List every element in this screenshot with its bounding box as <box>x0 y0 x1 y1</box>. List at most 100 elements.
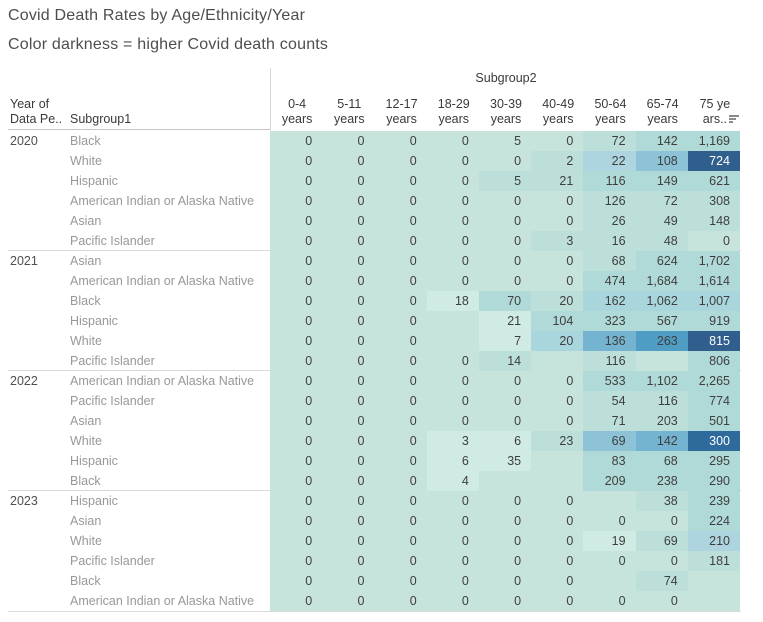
heatmap-cell[interactable]: 0 <box>270 131 323 151</box>
heatmap-cell[interactable]: 5 <box>478 131 532 151</box>
heatmap-cell[interactable]: 0 <box>478 571 532 591</box>
heatmap-cell[interactable]: 0 <box>270 291 323 311</box>
heatmap-cell[interactable]: 0 <box>374 291 427 311</box>
heatmap-cell[interactable]: 0 <box>478 511 532 531</box>
heatmap-cell[interactable]: 0 <box>270 231 323 251</box>
heatmap-cell[interactable]: 0 <box>478 411 532 431</box>
heatmap-cell[interactable]: 0 <box>426 511 479 531</box>
column-header-75-ye[interactable]: 75 ye ars.. <box>689 97 741 127</box>
heatmap-cell[interactable]: 0 <box>374 251 427 271</box>
row-subgroup-label[interactable]: White <box>70 534 102 548</box>
heatmap-cell[interactable]: 0 <box>270 271 323 291</box>
heatmap-cell[interactable]: 238 <box>635 471 688 491</box>
heatmap-cell[interactable]: 22 <box>583 151 636 171</box>
heatmap-cell[interactable]: 104 <box>531 311 584 331</box>
heatmap-cell[interactable]: 0 <box>322 471 375 491</box>
heatmap-cell[interactable]: 6 <box>426 451 479 471</box>
heatmap-cell[interactable]: 0 <box>426 551 479 571</box>
heatmap-cell[interactable]: 0 <box>531 371 584 391</box>
heatmap-cell[interactable]: 0 <box>322 151 375 171</box>
row-subgroup-label[interactable]: Black <box>70 134 101 148</box>
row-field-label[interactable]: Subgroup1 <box>70 112 132 126</box>
heatmap-cell[interactable]: 69 <box>583 431 636 451</box>
heatmap-cell[interactable]: 148 <box>687 211 740 231</box>
heatmap-cell[interactable]: 0 <box>322 531 375 551</box>
row-subgroup-label[interactable]: Asian <box>70 254 102 268</box>
heatmap-cell[interactable]: 0 <box>270 391 323 411</box>
heatmap-cell[interactable]: 0 <box>270 251 323 271</box>
heatmap-cell[interactable]: 4 <box>426 471 479 491</box>
heatmap-cell[interactable]: 68 <box>635 451 688 471</box>
heatmap-cell[interactable]: 0 <box>270 411 323 431</box>
heatmap-cell[interactable]: 0 <box>270 331 323 351</box>
heatmap-cell[interactable]: 0 <box>635 591 688 611</box>
heatmap-cell[interactable]: 0 <box>531 551 584 571</box>
heatmap-cell[interactable]: 0 <box>374 351 427 371</box>
row-subgroup-label[interactable]: Black <box>70 294 101 308</box>
heatmap-cell[interactable]: 0 <box>531 571 584 591</box>
heatmap-cell[interactable]: 83 <box>583 451 636 471</box>
column-header-50-64[interactable]: 50-64 years <box>584 97 636 127</box>
heatmap-cell[interactable]: 501 <box>687 411 740 431</box>
heatmap-cell[interactable]: 0 <box>426 271 479 291</box>
heatmap-cell[interactable]: 0 <box>322 231 375 251</box>
heatmap-cell[interactable]: 1,007 <box>687 291 740 311</box>
heatmap-cell[interactable]: 0 <box>374 551 427 571</box>
heatmap-cell[interactable]: 0 <box>635 551 688 571</box>
row-subgroup-label[interactable]: Pacific Islander <box>70 354 155 368</box>
heatmap-cell[interactable]: 624 <box>635 251 688 271</box>
heatmap-cell[interactable]: 54 <box>583 391 636 411</box>
heatmap-cell[interactable]: 20 <box>531 291 584 311</box>
heatmap-cell[interactable]: 0 <box>374 571 427 591</box>
heatmap-cell[interactable]: 1,702 <box>687 251 740 271</box>
heatmap-cell[interactable]: 0 <box>270 511 323 531</box>
heatmap-cell[interactable]: 0 <box>426 351 479 371</box>
heatmap-cell[interactable]: 0 <box>426 251 479 271</box>
heatmap-cell[interactable]: 126 <box>583 191 636 211</box>
heatmap-cell[interactable]: 0 <box>322 311 375 331</box>
heatmap-cell[interactable]: 774 <box>687 391 740 411</box>
row-subgroup-label[interactable]: Hispanic <box>70 494 118 508</box>
heatmap-cell[interactable]: 0 <box>374 451 427 471</box>
heatmap-cell[interactable]: 7 <box>478 331 532 351</box>
row-subgroup-label[interactable]: Pacific Islander <box>70 234 155 248</box>
heatmap-cell[interactable]: 0 <box>426 371 479 391</box>
heatmap-cell[interactable]: 474 <box>583 271 636 291</box>
heatmap-cell[interactable] <box>531 351 584 371</box>
heatmap-cell[interactable]: 0 <box>270 591 323 611</box>
column-group-label[interactable]: Subgroup2 <box>475 71 537 85</box>
heatmap-cell[interactable]: 0 <box>374 591 427 611</box>
row-subgroup-label[interactable]: Pacific Islander <box>70 394 155 408</box>
heatmap-cell[interactable]: 68 <box>583 251 636 271</box>
heatmap-cell[interactable]: 0 <box>478 251 532 271</box>
heatmap-cell[interactable]: 1,102 <box>635 371 688 391</box>
heatmap-cell[interactable]: 0 <box>478 551 532 571</box>
heatmap-cell[interactable]: 0 <box>322 431 375 451</box>
column-header-65-74[interactable]: 65-74 years <box>637 97 689 127</box>
heatmap-cell[interactable]: 38 <box>635 491 688 511</box>
heatmap-cell[interactable]: 142 <box>635 131 688 151</box>
heatmap-cell[interactable]: 0 <box>426 191 479 211</box>
heatmap-cell[interactable]: 0 <box>374 231 427 251</box>
heatmap-cell[interactable]: 0 <box>270 551 323 571</box>
heatmap-cell[interactable]: 0 <box>478 231 532 251</box>
heatmap-cell[interactable]: 0 <box>270 371 323 391</box>
heatmap-cell[interactable]: 16 <box>583 231 636 251</box>
heatmap-cell[interactable]: 0 <box>478 191 532 211</box>
heatmap-cell[interactable]: 0 <box>270 351 323 371</box>
heatmap-cell[interactable]: 224 <box>687 511 740 531</box>
heatmap-cell[interactable]: 308 <box>687 191 740 211</box>
heatmap-cell[interactable]: 0 <box>583 591 636 611</box>
row-group-field-label[interactable]: Year of Data Pe.. <box>10 97 62 127</box>
heatmap-cell[interactable]: 0 <box>635 511 688 531</box>
heatmap-cell[interactable]: 0 <box>426 131 479 151</box>
heatmap-cell[interactable]: 0 <box>270 311 323 331</box>
heatmap-cell[interactable]: 0 <box>583 511 636 531</box>
heatmap-cell[interactable]: 0 <box>426 591 479 611</box>
heatmap-cell[interactable]: 0 <box>426 411 479 431</box>
heatmap-cell[interactable]: 0 <box>531 411 584 431</box>
heatmap-cell[interactable]: 0 <box>374 391 427 411</box>
heatmap-cell[interactable]: 0 <box>270 151 323 171</box>
heatmap-cell[interactable]: 136 <box>583 331 636 351</box>
heatmap-cell[interactable]: 116 <box>583 171 636 191</box>
